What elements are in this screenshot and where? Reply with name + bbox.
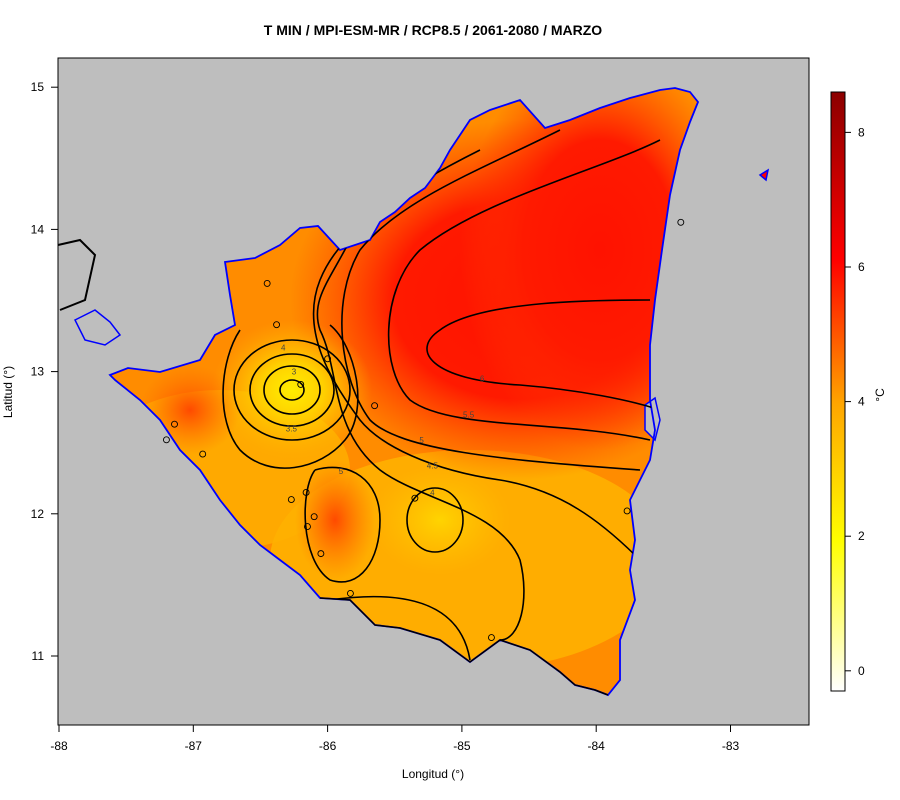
contour-label: 4	[281, 343, 286, 352]
plot-frame	[57, 57, 810, 726]
station-marker	[273, 321, 281, 329]
station-marker	[623, 507, 631, 515]
x-tick-label: -88	[50, 739, 68, 753]
y-tick-label: 15	[31, 80, 45, 94]
colorbar-unit-label: °C	[873, 388, 887, 402]
station-marker	[487, 634, 495, 641]
y-axis-label: Latitud (°)	[1, 366, 15, 418]
x-axis-label: Longitud (°)	[402, 767, 464, 781]
x-axis: -88 -87 -86 -85 -84 -83	[50, 725, 739, 753]
contour-label: 5	[339, 467, 344, 476]
colorbar-tick-label: 2	[858, 529, 865, 543]
station-marker	[171, 420, 178, 428]
station-marker	[346, 589, 354, 597]
station-marker	[302, 489, 310, 496]
contour-label: 3.5	[286, 424, 298, 433]
contour-label: 4.5	[427, 461, 439, 470]
station-marker	[263, 279, 271, 287]
contour-label: 6	[480, 375, 485, 384]
colorbar-tick-label: 4	[858, 395, 865, 409]
south-border	[319, 597, 609, 696]
station-marker	[287, 496, 295, 504]
colorbar-tick-label: 6	[858, 260, 865, 274]
country-outline	[108, 87, 700, 697]
north-border	[57, 238, 97, 311]
station-marker	[677, 218, 685, 226]
colorbar	[830, 91, 846, 692]
contour-label: 5	[419, 436, 424, 445]
contour-label: 3	[292, 368, 297, 377]
station-marker	[310, 513, 318, 521]
station-marker	[199, 450, 207, 458]
station-marker	[371, 402, 379, 410]
y-tick-label: 14	[31, 222, 45, 236]
colorbar-ticks: 0 2 4 6 8	[845, 125, 865, 678]
station-marker	[411, 494, 419, 502]
contour-labels: 6 5.5 5 4.5 4 5 4 3.5 3	[281, 343, 485, 497]
station-points	[162, 218, 685, 641]
colorbar-tick-label: 0	[858, 664, 865, 678]
colorbar-tick-label: 8	[858, 125, 865, 139]
y-tick-label: 13	[31, 365, 45, 379]
station-marker	[297, 380, 305, 388]
x-tick-label: -85	[453, 739, 471, 753]
y-tick-label: 12	[31, 507, 45, 521]
x-tick-label: -87	[185, 739, 203, 753]
map-title: T MIN / MPI-ESM-MR / RCP8.5 / 2061-2080 …	[264, 22, 603, 38]
x-tick-label: -83	[722, 739, 740, 753]
y-axis: 11 12 13 14 15	[31, 80, 58, 663]
x-tick-label: -86	[319, 739, 337, 753]
contour-label: 5.5	[463, 410, 475, 419]
station-marker	[324, 355, 332, 363]
contour-label: 4	[430, 488, 435, 497]
station-marker	[162, 436, 170, 444]
y-tick-label: 11	[32, 649, 45, 663]
station-marker	[304, 523, 311, 531]
x-tick-label: -84	[588, 739, 606, 753]
station-marker	[317, 550, 325, 558]
